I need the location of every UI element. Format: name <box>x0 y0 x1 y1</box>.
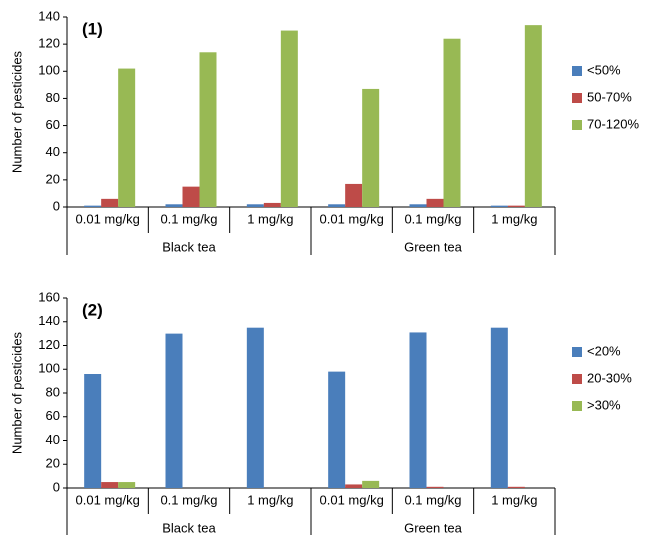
y-tick-label: 80 <box>46 90 60 105</box>
bar <box>101 482 119 488</box>
bar <box>490 205 508 207</box>
x-tick-label: 1 mg/kg <box>491 492 537 507</box>
x-tick-label: 0.01 mg/kg <box>320 492 384 507</box>
bar <box>362 480 380 488</box>
bar <box>199 52 217 208</box>
legend-label: 20-30% <box>587 370 632 385</box>
group-label: Black tea <box>162 239 216 254</box>
bar <box>345 183 363 207</box>
x-tick-label: 1 mg/kg <box>247 492 293 507</box>
bar <box>280 30 298 208</box>
x-tick-label: 0.1 mg/kg <box>160 492 217 507</box>
bar <box>426 198 444 207</box>
legend-label: <50% <box>587 62 621 77</box>
y-axis-title: Number of pesticides <box>9 50 24 173</box>
legend-swatch <box>572 93 582 103</box>
bar <box>118 68 136 207</box>
bar <box>507 205 525 207</box>
legend-label: 70-120% <box>587 116 639 131</box>
x-tick-label: 0.1 mg/kg <box>404 211 461 226</box>
x-tick-label: 0.01 mg/kg <box>320 211 384 226</box>
bar <box>490 327 508 488</box>
y-tick-label: 100 <box>38 361 60 376</box>
bar <box>246 327 264 488</box>
panel-label: (1) <box>82 19 103 38</box>
y-tick-label: 160 <box>38 289 60 304</box>
bar <box>443 38 461 207</box>
legend-label: >30% <box>587 397 621 412</box>
x-tick-label: 0.01 mg/kg <box>76 211 140 226</box>
y-tick-label: 60 <box>46 117 60 132</box>
group-label: Black tea <box>162 520 216 535</box>
bar <box>345 484 363 488</box>
y-tick-label: 20 <box>46 456 60 471</box>
bar <box>165 204 183 207</box>
bar <box>101 198 119 207</box>
y-tick-label: 40 <box>46 432 60 447</box>
group-label: Green tea <box>404 520 463 535</box>
legend-label: 50-70% <box>587 89 632 104</box>
panel-label: (2) <box>82 300 103 319</box>
x-tick-label: 0.1 mg/kg <box>404 492 461 507</box>
legend-swatch <box>572 120 582 130</box>
bar <box>84 205 102 207</box>
bar <box>84 374 102 488</box>
y-tick-label: 140 <box>38 8 60 23</box>
group-label: Green tea <box>404 239 463 254</box>
bar <box>409 332 427 488</box>
y-tick-label: 60 <box>46 408 60 423</box>
y-tick-label: 0 <box>53 479 60 494</box>
y-tick-label: 80 <box>46 384 60 399</box>
bar <box>165 333 183 488</box>
x-tick-label: 0.01 mg/kg <box>76 492 140 507</box>
x-tick-label: 1 mg/kg <box>247 211 293 226</box>
bar <box>524 25 542 208</box>
legend-swatch <box>572 374 582 384</box>
bar <box>263 202 281 207</box>
bar <box>328 371 346 488</box>
y-tick-label: 120 <box>38 36 60 51</box>
y-tick-label: 100 <box>38 63 60 78</box>
bar <box>182 186 200 207</box>
y-tick-label: 0 <box>53 198 60 213</box>
legend-swatch <box>572 401 582 411</box>
legend-swatch <box>572 347 582 357</box>
bar <box>409 204 427 207</box>
bar <box>362 88 380 207</box>
bar <box>328 204 346 207</box>
legend-label: <20% <box>587 343 621 358</box>
bar <box>426 486 444 488</box>
y-tick-label: 40 <box>46 144 60 159</box>
bar <box>246 204 264 207</box>
x-tick-label: 0.1 mg/kg <box>160 211 217 226</box>
bar <box>507 486 525 488</box>
y-tick-label: 140 <box>38 313 60 328</box>
x-tick-label: 1 mg/kg <box>491 211 537 226</box>
bar <box>118 482 136 488</box>
legend-swatch <box>572 66 582 76</box>
y-axis-title: Number of pesticides <box>9 331 24 454</box>
y-tick-label: 120 <box>38 337 60 352</box>
y-tick-label: 20 <box>46 171 60 186</box>
